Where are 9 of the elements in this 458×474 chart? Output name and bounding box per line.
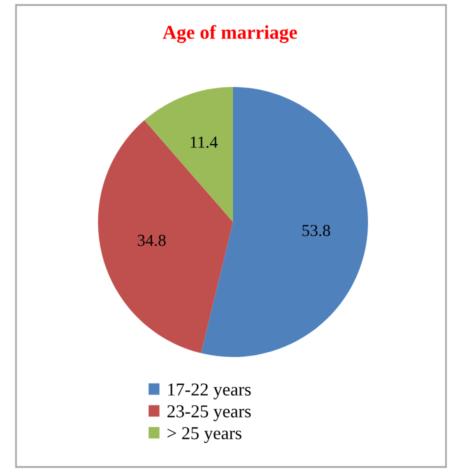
data-label: 34.8 bbox=[138, 234, 166, 246]
data-label: 53.8 bbox=[302, 224, 330, 236]
data-label: 11.4 bbox=[190, 136, 218, 148]
legend-label: 17-22 years bbox=[168, 383, 251, 400]
legend-label: 23-25 years bbox=[167, 405, 251, 422]
legend-label: > 25 years bbox=[168, 427, 242, 443]
pie-slice bbox=[144, 87, 233, 222]
pie-slice bbox=[98, 120, 233, 354]
chart-title: Age of marriage bbox=[162, 25, 297, 43]
